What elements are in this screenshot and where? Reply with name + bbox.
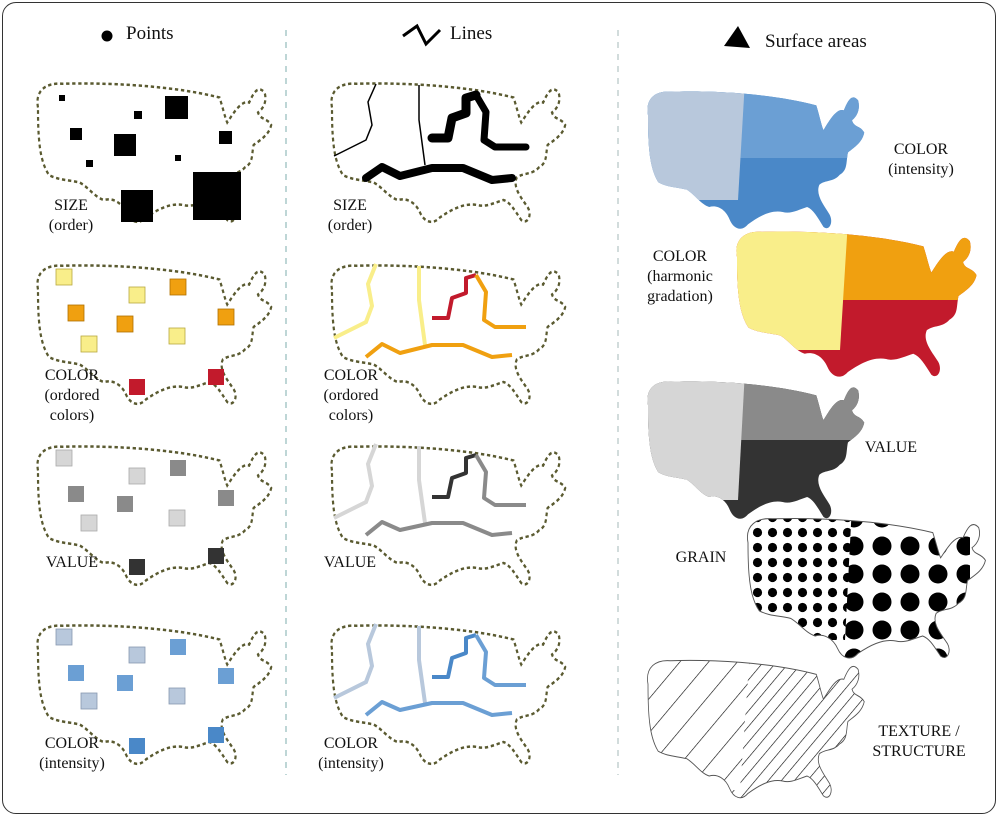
area-texture-map: [646, 659, 865, 799]
point-mark: [80, 335, 98, 353]
points-intensity-label: COLOR (intensity): [39, 735, 105, 772]
line-icon: [402, 23, 442, 47]
line-mark: [474, 633, 526, 687]
line-mark: [474, 453, 526, 507]
area-harmonic-map: [736, 231, 977, 377]
lines-value-map: [330, 443, 567, 587]
point-mark: [80, 692, 98, 710]
point-mark: [128, 646, 146, 664]
line-mark: [472, 91, 530, 151]
line-mark: [333, 623, 378, 700]
point-mark: [208, 369, 224, 385]
line-mark: [418, 85, 426, 166]
point-mark: [218, 490, 234, 506]
point-mark: [169, 278, 187, 296]
point-mark: [168, 509, 186, 527]
line-mark: [432, 453, 477, 499]
lines-color-map: [330, 263, 567, 406]
line-mark: [333, 263, 378, 340]
point-mark: [219, 131, 232, 144]
line-mark: [362, 163, 516, 184]
area-grain-label: GRAIN: [675, 549, 727, 566]
line-mark: [364, 342, 513, 359]
area-intensity-label: COLOR (intensity): [888, 141, 954, 178]
points-size-label: SIZE (order): [48, 197, 94, 234]
point-mark: [117, 675, 133, 691]
header-areas: Surface areas: [765, 31, 867, 52]
point-mark: [175, 155, 181, 161]
point-mark: [116, 315, 134, 333]
area-value-map: [647, 381, 865, 519]
point-mark: [114, 134, 136, 156]
line-mark: [432, 273, 477, 320]
point-mark: [70, 128, 82, 140]
point-mark: [170, 460, 186, 476]
line-mark: [432, 633, 477, 679]
lines-size-label: SIZE (order): [327, 197, 373, 234]
point-mark: [208, 727, 224, 743]
lines-color-label: COLOR (ordored colors): [323, 367, 379, 424]
line-mark: [417, 446, 427, 524]
point-mark: [80, 514, 98, 532]
points-intensity-map: [36, 624, 273, 766]
points-color-label: COLOR (ordored colors): [44, 367, 100, 424]
header-lines: Lines: [450, 23, 493, 44]
point-mark: [68, 486, 84, 502]
area-grain-map: [746, 517, 987, 659]
point-mark: [134, 111, 142, 119]
point-mark: [218, 668, 234, 684]
point-mark: [68, 665, 84, 681]
point-mark: [165, 96, 188, 119]
point-mark: [55, 449, 73, 467]
point-mark: [59, 95, 65, 101]
line-mark: [417, 626, 427, 704]
point-mark: [168, 327, 186, 345]
point-mark: [55, 628, 73, 646]
point-mark: [129, 559, 145, 575]
point-mark: [55, 268, 73, 286]
point-mark: [193, 172, 241, 220]
lines-intensity-label: COLOR (intensity): [318, 735, 384, 772]
area-harmonic-label: COLOR (harmonic gradation): [647, 248, 713, 305]
point-mark: [129, 738, 145, 754]
point-mark: [128, 467, 146, 485]
points-value-map: [36, 445, 273, 587]
area-icon: [724, 26, 750, 48]
lines-intensity-map: [330, 623, 567, 766]
area-color-intensity-map: [647, 91, 865, 229]
point-mark: [67, 304, 85, 322]
line-mark: [364, 520, 513, 537]
line-mark: [364, 700, 513, 717]
point-mark: [121, 190, 153, 222]
line-mark: [474, 273, 526, 329]
line-mark: [333, 443, 378, 520]
line-mark: [417, 266, 427, 346]
point-mark: [86, 160, 93, 167]
point-mark: [170, 639, 186, 655]
points-color-map: [36, 264, 273, 406]
point-mark: [117, 496, 133, 512]
point-mark: [208, 548, 224, 564]
lines-size-map: [330, 82, 567, 224]
points-size-map: [36, 82, 273, 224]
line-mark: [333, 83, 377, 157]
point-mark: [128, 286, 146, 304]
lines-value-label: VALUE: [323, 554, 377, 571]
points-value-label: VALUE: [45, 554, 99, 571]
point-mark: [168, 687, 186, 705]
line-mark: [427, 90, 481, 143]
area-texture-label: TEXTURE / STRUCTURE: [872, 723, 966, 760]
area-value-label: VALUE: [864, 439, 918, 456]
header-points: Points: [126, 23, 174, 44]
point-mark: [129, 379, 145, 395]
point-icon: [101, 30, 113, 42]
point-mark: [217, 308, 235, 326]
